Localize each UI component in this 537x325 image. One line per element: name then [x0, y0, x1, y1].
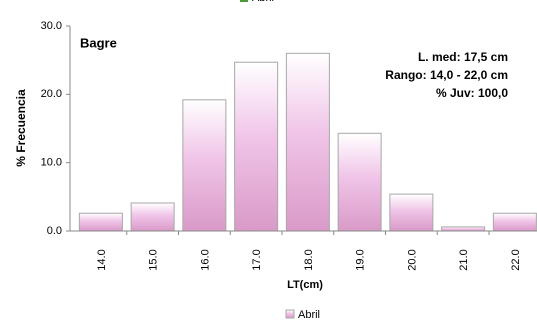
y-tick-label: 30.0 — [41, 20, 62, 32]
bar — [337, 132, 382, 232]
legend-label-top: Abril — [252, 0, 274, 4]
x-tick-label: 18.0 — [303, 249, 315, 270]
annotation: Rango: 14,0 - 22,0 cm — [385, 68, 508, 82]
bar — [441, 226, 486, 232]
bar — [78, 212, 123, 232]
y-axis-label: % Frecuencia — [14, 89, 28, 167]
bar — [285, 52, 330, 232]
legend-swatch — [285, 309, 295, 319]
y-tick-label: 10.0 — [41, 157, 62, 169]
y-tick-label: 0.0 — [47, 225, 62, 237]
x-tick-label: 21.0 — [458, 249, 470, 270]
bar — [130, 202, 175, 232]
x-tick-label: 16.0 — [199, 249, 211, 270]
x-tick-label: 15.0 — [148, 249, 160, 270]
annotation: % Juv: 100,0 — [436, 86, 508, 100]
bar — [389, 193, 434, 232]
bar — [182, 99, 227, 232]
x-tick-label: 20.0 — [406, 249, 418, 270]
legend-swatch-top — [240, 0, 248, 2]
bar — [492, 212, 537, 232]
legend-label: Abril — [298, 309, 320, 321]
x-tick-label: 14.0 — [96, 249, 108, 270]
x-tick-label: 19.0 — [355, 249, 367, 270]
x-tick-label: 22.0 — [510, 249, 522, 270]
x-axis-label: LT(cm) — [287, 279, 323, 291]
x-tick-label: 17.0 — [251, 249, 263, 270]
annotation: L. med: 17,5 cm — [418, 50, 508, 64]
bar — [234, 61, 279, 232]
y-tick-label: 20.0 — [41, 88, 62, 100]
chart-title: Bagre — [80, 35, 117, 50]
